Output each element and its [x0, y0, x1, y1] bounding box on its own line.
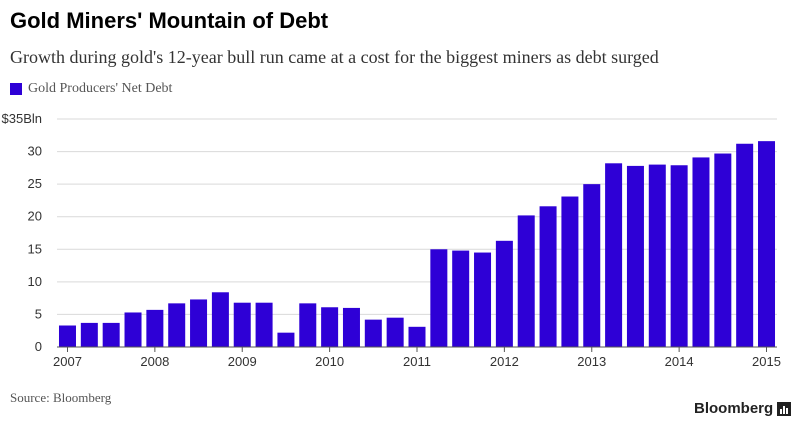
bar: [321, 307, 339, 347]
bar: [626, 165, 644, 347]
bar: [124, 312, 142, 347]
bar: [517, 215, 535, 347]
chart-title: Gold Miners' Mountain of Debt: [10, 8, 329, 33]
bar: [714, 153, 732, 347]
bar: [364, 319, 382, 347]
y-tick-label: 25: [28, 176, 42, 191]
bar: [561, 196, 579, 347]
brand-name: Bloomberg: [694, 400, 774, 417]
x-tick-label: 2014: [665, 354, 694, 369]
bar: [539, 206, 557, 347]
x-tick-label: 2010: [315, 354, 344, 369]
bar: [277, 332, 295, 347]
y-tick-label: 0: [35, 339, 42, 354]
bar: [583, 184, 601, 347]
y-tick-label: 30: [28, 144, 42, 159]
x-tick-label: 2009: [228, 354, 257, 369]
bar: [648, 164, 666, 347]
bar: [255, 302, 273, 347]
x-tick-label: 2011: [403, 354, 431, 369]
bar: [190, 299, 208, 347]
x-tick-label: 2012: [490, 354, 519, 369]
bar: [146, 309, 164, 347]
y-tick-label: $35Bln: [2, 111, 42, 126]
bar: [452, 250, 470, 347]
y-tick-label: 15: [28, 241, 42, 256]
bar: [299, 303, 317, 347]
y-tick-label: 20: [28, 209, 42, 224]
bar: [758, 141, 776, 347]
bar: [605, 163, 623, 347]
bar: [233, 302, 251, 347]
y-tick-label: 5: [35, 306, 42, 321]
legend: Gold Producers' Net Debt: [10, 81, 172, 97]
x-tick-label: 2008: [140, 354, 169, 369]
x-tick-label: 2015: [752, 354, 781, 369]
bar: [168, 303, 186, 347]
chart-subtitle: Growth during gold's 12-year bull run ca…: [10, 47, 659, 67]
bar: [474, 252, 492, 347]
bar: [670, 165, 688, 347]
source-note: Source: Bloomberg: [10, 390, 112, 405]
bar: [58, 325, 76, 347]
bar: [692, 157, 710, 347]
bar: [80, 322, 98, 347]
bar: [408, 326, 426, 347]
bar: [386, 317, 404, 347]
bar: [102, 322, 120, 347]
bar: [430, 249, 448, 347]
bar: [211, 292, 229, 347]
legend-swatch: [10, 83, 22, 95]
x-tick-label: 2007: [53, 354, 82, 369]
bar: [495, 240, 513, 347]
brand: Bloomberg: [694, 400, 792, 417]
y-tick-label: 10: [28, 274, 42, 289]
x-tick-label: 2013: [577, 354, 606, 369]
legend-label: Gold Producers' Net Debt: [28, 81, 173, 96]
bar: [736, 143, 754, 347]
bar: [342, 307, 360, 347]
bar-chart-icon: [777, 401, 792, 416]
